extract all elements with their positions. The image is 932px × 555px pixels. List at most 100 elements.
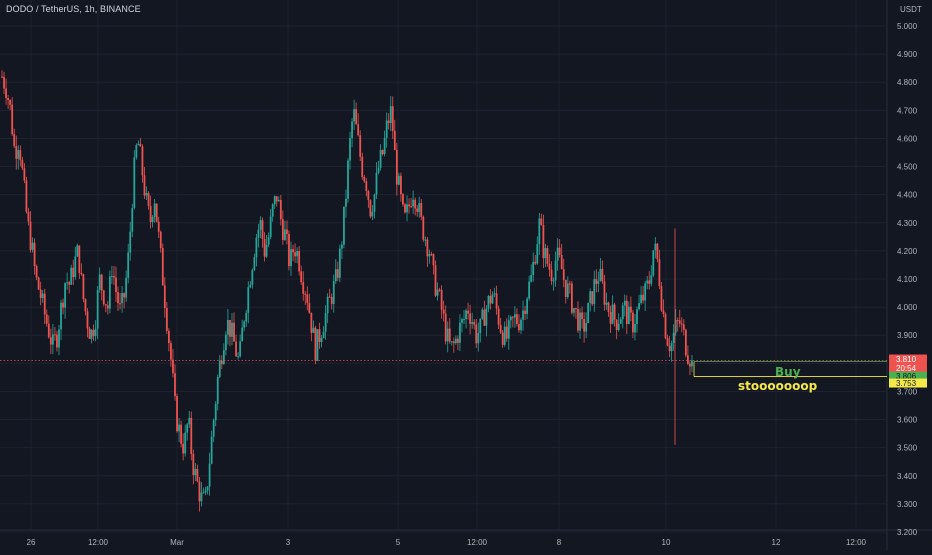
- price-axis[interactable]: 5.000 4.900 4.800 4.700 4.600 4.500 4.400 4.300…: [897, 22, 918, 537]
- current-price-tag-bg: [889, 354, 927, 364]
- candle-body: [632, 312, 634, 333]
- candle-body: [648, 280, 651, 284]
- candle-body: [255, 237, 258, 258]
- candle-body: [666, 338, 669, 346]
- price-tick-label: 4.700: [897, 106, 918, 115]
- candle-body: [609, 312, 612, 324]
- candle-body: [375, 172, 378, 195]
- time-tick-label: 12:00: [846, 538, 867, 547]
- candle-body: [408, 204, 410, 207]
- candle-body: [607, 302, 610, 313]
- price-tick-label: 3.300: [897, 500, 918, 509]
- current-price-tag: 3.810: [896, 355, 917, 364]
- candle-body: [664, 314, 667, 339]
- candle-body: [463, 318, 465, 320]
- candle-body: [182, 443, 185, 454]
- candle-body: [477, 333, 480, 344]
- candle-body: [312, 327, 315, 333]
- candle-body: [269, 216, 272, 238]
- candle-body: [503, 326, 506, 345]
- candle-body: [654, 243, 657, 251]
- candle-body: [459, 322, 461, 343]
- candle-body: [556, 247, 559, 261]
- candle-body: [98, 274, 101, 290]
- candle-body: [265, 244, 268, 257]
- candle-body: [214, 403, 217, 421]
- time-tick-label: 3: [286, 538, 291, 547]
- candle-body: [595, 279, 598, 284]
- candle-body: [33, 242, 36, 267]
- candle-body: [518, 323, 520, 331]
- candle-body: [318, 329, 321, 343]
- candle-body: [332, 281, 335, 304]
- candle-body: [475, 324, 478, 344]
- candle-body: [41, 293, 44, 298]
- candle-body: [465, 310, 467, 319]
- candle-body: [151, 216, 154, 223]
- candle-body: [544, 248, 547, 259]
- price-tick-label: 4.500: [897, 163, 918, 172]
- candle-body: [627, 306, 630, 325]
- candle-body: [165, 308, 168, 331]
- currency-label: USDT: [900, 5, 922, 14]
- candle-body: [96, 289, 99, 329]
- candle-body: [206, 486, 209, 491]
- candle-body: [621, 305, 624, 320]
- candle-body: [347, 160, 349, 199]
- candle-body: [491, 294, 494, 304]
- candle-body: [452, 341, 455, 344]
- candle-body: [320, 337, 323, 343]
- candle-body: [432, 254, 435, 266]
- candle-body: [400, 175, 402, 195]
- candle-body: [202, 492, 205, 494]
- candle-body: [454, 338, 457, 344]
- price-tick-label: 4.200: [897, 247, 918, 256]
- candle-body: [430, 254, 433, 256]
- candle-body: [117, 292, 119, 304]
- candle-body: [513, 314, 516, 318]
- candle-body: [121, 293, 123, 304]
- candle-body: [397, 175, 400, 185]
- candle-body: [404, 204, 406, 213]
- candle-body: [345, 198, 347, 207]
- candle-body: [64, 283, 66, 308]
- candle-body: [159, 231, 162, 248]
- candle-body: [593, 279, 596, 305]
- candle-body: [473, 321, 476, 325]
- candle-body: [273, 196, 276, 205]
- candle-body: [605, 302, 608, 305]
- price-tick-label: 4.800: [897, 78, 918, 87]
- candle-body: [249, 284, 252, 288]
- candle-body: [560, 255, 563, 270]
- candle-body: [481, 309, 484, 319]
- candle-body: [233, 322, 235, 342]
- candle-body: [644, 283, 647, 301]
- candle-body: [70, 267, 73, 285]
- candle-body: [222, 350, 225, 364]
- stop-level-tag-bg: [889, 378, 927, 388]
- candle-body: [591, 291, 594, 305]
- candle-body: [446, 328, 449, 342]
- candle-body: [115, 277, 117, 293]
- candle-body: [56, 334, 58, 348]
- candle-body: [68, 282, 71, 285]
- stop-annotation: stooooooop: [738, 379, 818, 393]
- candle-body: [351, 121, 353, 139]
- candle-body: [66, 282, 69, 284]
- candle-body: [636, 309, 638, 324]
- candle-body: [279, 200, 282, 220]
- candle-body: [49, 337, 52, 345]
- candle-body: [137, 143, 140, 146]
- candle-body: [129, 231, 132, 253]
- candle-body: [104, 304, 107, 306]
- time-axis[interactable]: 26 12:00 Mar 3 5 12:00 8 10 12 12:00: [27, 538, 867, 547]
- candle-body: [1, 76, 3, 78]
- candle-body: [25, 180, 28, 212]
- price-tick-label: 3.900: [897, 331, 918, 340]
- candle-body: [516, 314, 518, 324]
- buy-level-tag-bg: [889, 371, 927, 381]
- candle-body: [424, 239, 427, 241]
- candle-body: [552, 280, 555, 282]
